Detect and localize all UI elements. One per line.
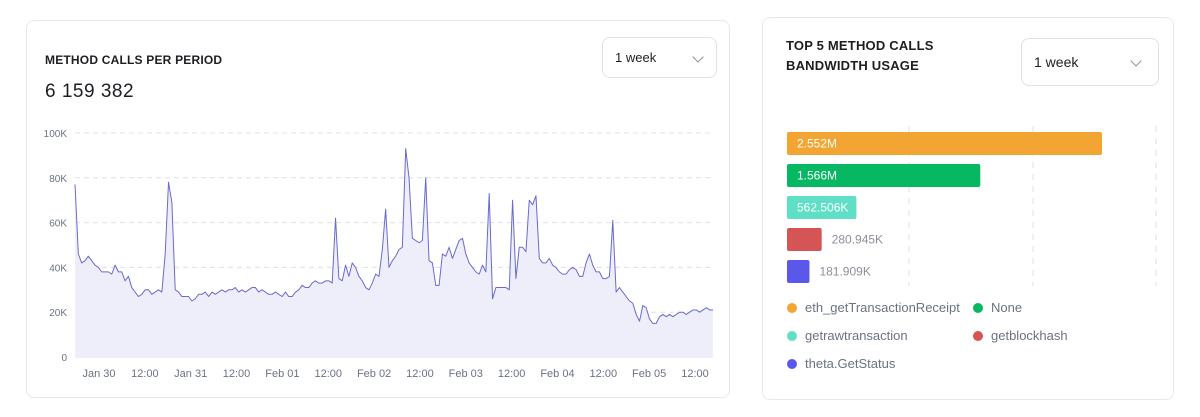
x-tick-label: 12:00 [498, 368, 526, 380]
method-calls-title: METHOD CALLS PER PERIOD [45, 53, 223, 67]
legend-label: None [991, 300, 1023, 315]
x-tick-label: 12:00 [406, 368, 434, 380]
legend-item[interactable]: None [973, 300, 1022, 320]
x-tick-label: Feb 05 [632, 368, 666, 380]
bar [787, 196, 857, 219]
y-tick-label: 0 [61, 353, 67, 364]
bandwidth-title-line1: TOP 5 METHOD CALLS [786, 38, 934, 53]
bar-value-label: 280.945K [832, 233, 883, 247]
method-calls-total: 6 159 382 [45, 81, 135, 102]
method-calls-card: METHOD CALLS PER PERIOD 6 159 382 1 week… [26, 20, 730, 398]
x-tick-label: 12:00 [223, 368, 251, 380]
x-tick-label: Feb 04 [540, 368, 574, 380]
legend-label: theta.GetStatus [805, 356, 896, 371]
y-tick-label: 100K [44, 129, 68, 140]
x-tick-label: 12:00 [314, 368, 342, 380]
bandwidth-title-line2: BANDWIDTH USAGE [786, 58, 919, 73]
y-tick-label: 40K [49, 263, 67, 274]
bar [787, 164, 981, 187]
x-tick-label: Feb 03 [449, 368, 483, 380]
legend-item[interactable]: getrawtransaction [787, 328, 908, 348]
legend-swatch [787, 358, 797, 369]
legend-label: getrawtransaction [805, 328, 908, 343]
bandwidth-period-select[interactable]: 1 week [1021, 38, 1159, 86]
bar [787, 228, 822, 251]
legend-swatch [973, 330, 983, 341]
x-tick-label: Feb 02 [357, 368, 391, 380]
bandwidth-bar-chart: 2.552M 1.566M 562.506K 280.945K 181.909K [787, 126, 1157, 286]
bandwidth-period-select-value: 1 week [1034, 54, 1079, 70]
area-fill [75, 148, 713, 357]
bandwidth-title: TOP 5 METHOD CALLS BANDWIDTH USAGE [786, 36, 1006, 76]
y-tick-label: 80K [49, 174, 67, 185]
x-tick-label: Feb 01 [265, 368, 299, 380]
legend-item[interactable]: theta.GetStatus [787, 356, 895, 376]
bar [787, 132, 1102, 155]
bandwidth-card: TOP 5 METHOD CALLS BANDWIDTH USAGE 1 wee… [762, 17, 1174, 400]
legend-label: eth_getTransactionReceipt [805, 300, 960, 315]
legend-swatch [787, 302, 797, 313]
x-tick-label: Jan 31 [174, 368, 207, 380]
x-tick-label: Jan 30 [82, 368, 115, 380]
y-tick-label: 60K [49, 219, 67, 230]
bar-value-label: 1.566M [797, 169, 837, 183]
bar-value-label: 562.506K [797, 201, 848, 215]
method-calls-area-chart: 0 20K 40K 60K 80K 100K Jan 30 12:00 Jan 31 12:00 F… [44, 129, 713, 380]
legend-item[interactable]: getblockhash [973, 328, 1068, 348]
legend-item[interactable]: eth_getTransactionReceipt [787, 300, 960, 320]
y-tick-label: 20K [49, 308, 67, 319]
legend-swatch [787, 330, 797, 341]
legend-swatch [973, 302, 983, 313]
bar-value-label: 181.909K [819, 265, 870, 279]
bar [787, 260, 810, 283]
x-tick-label: 12:00 [590, 368, 618, 380]
x-tick-label: 12:00 [681, 368, 709, 380]
series-line [74, 148, 713, 324]
bar-value-label: 2.552M [797, 137, 837, 151]
period-select[interactable]: 1 week [602, 37, 717, 78]
legend-label: getblockhash [991, 328, 1068, 343]
x-tick-label: 12:00 [131, 368, 159, 380]
period-select-value: 1 week [615, 50, 657, 65]
